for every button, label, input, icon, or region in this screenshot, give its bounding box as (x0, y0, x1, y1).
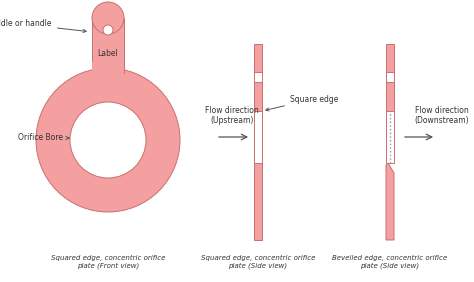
Circle shape (103, 25, 113, 35)
Text: Flow direction
(Downstream): Flow direction (Downstream) (415, 105, 469, 125)
Text: Flow direction
(Upstream): Flow direction (Upstream) (205, 105, 259, 125)
Bar (254, 111, 262, 163)
Bar (254, 72, 262, 82)
Bar (386, 44, 394, 111)
Text: Square edge: Square edge (266, 94, 338, 111)
Circle shape (70, 102, 146, 178)
Text: Squared edge, concentric orifice
plate (Side view): Squared edge, concentric orifice plate (… (201, 255, 315, 269)
Bar (386, 111, 394, 163)
Text: Label: Label (98, 49, 118, 58)
Bar (254, 163, 262, 240)
Bar (92, 18, 124, 73)
Bar (254, 44, 262, 111)
Bar (386, 72, 394, 82)
Bar (92, 62, 124, 74)
Circle shape (36, 68, 180, 212)
Polygon shape (386, 163, 394, 240)
Text: Orifice Bore: Orifice Bore (18, 133, 69, 142)
Text: Bevelled edge, concentric orifice
plate (Side view): Bevelled edge, concentric orifice plate … (332, 255, 447, 269)
Text: Squared edge, concentric orifice
plate (Front view): Squared edge, concentric orifice plate (… (51, 255, 165, 269)
Text: Paddle or handle: Paddle or handle (0, 19, 86, 32)
Circle shape (92, 2, 124, 34)
